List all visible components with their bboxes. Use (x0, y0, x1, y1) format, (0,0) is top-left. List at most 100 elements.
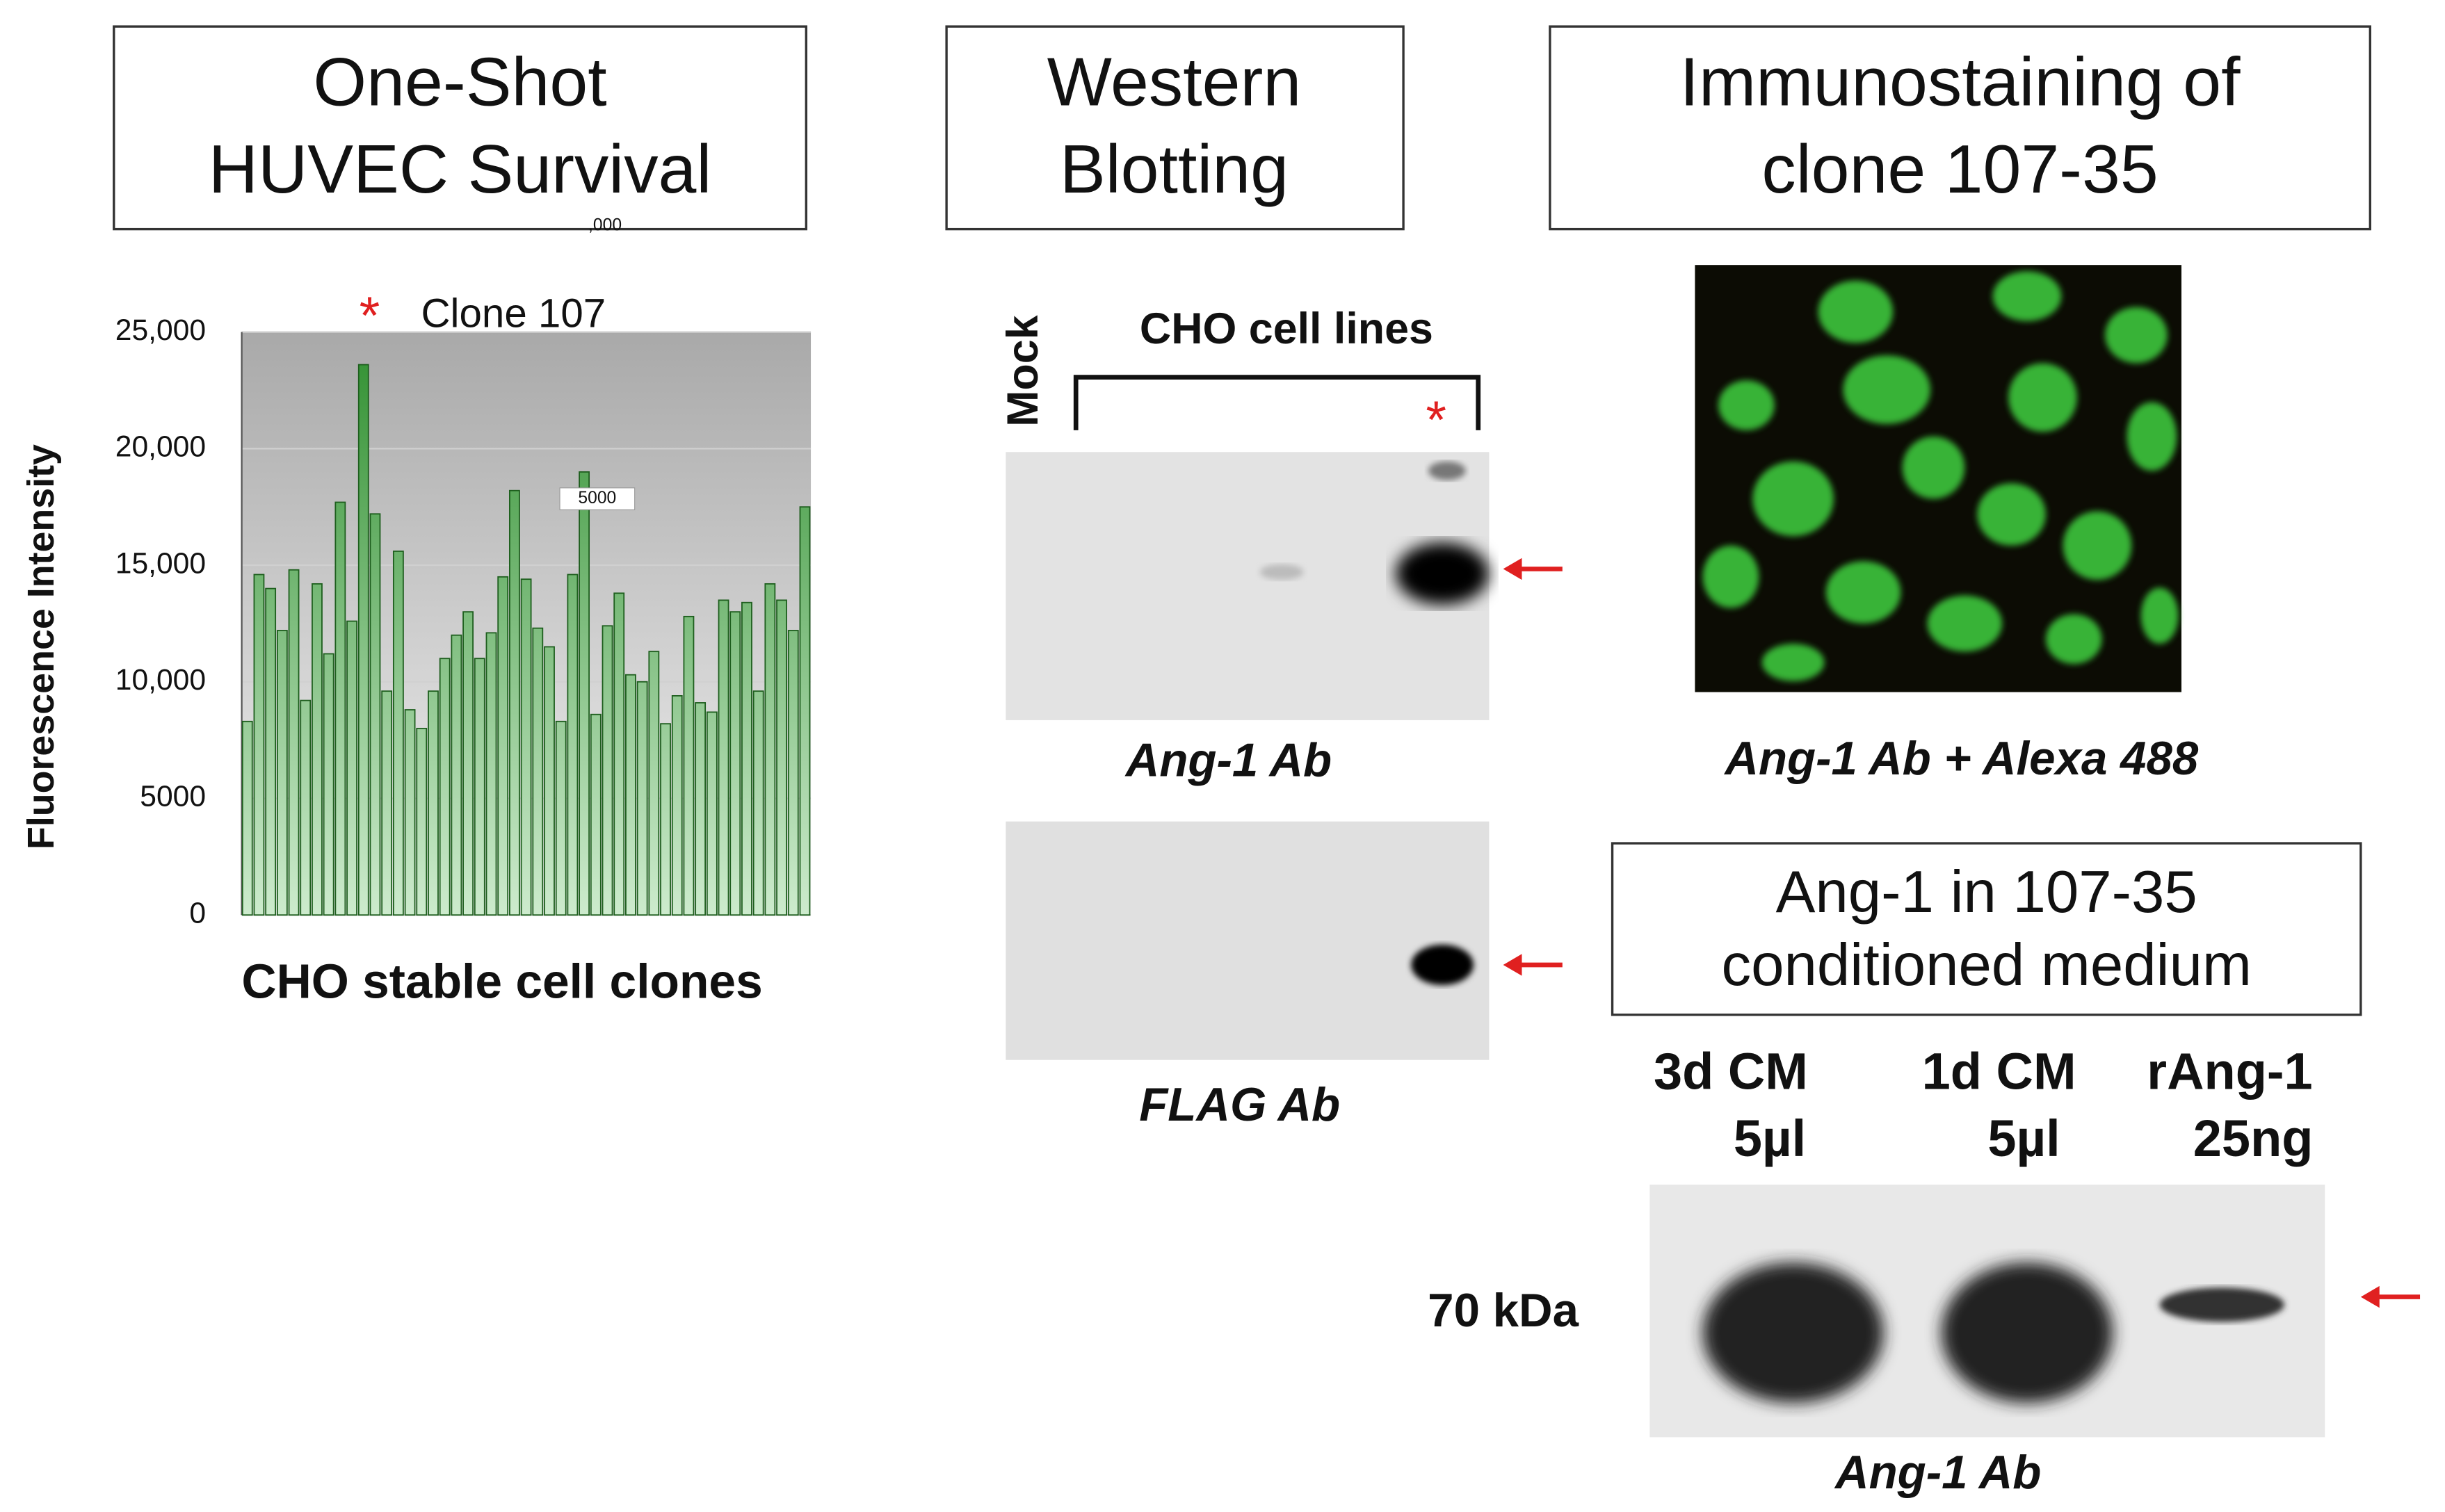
annotation-symbol: * (360, 286, 380, 346)
chart-title: One-Shot (313, 44, 606, 120)
bar (253, 574, 265, 916)
bar (357, 364, 369, 916)
lane-label: 5µl (1734, 1109, 1806, 1167)
bar (671, 694, 683, 916)
bar (416, 727, 428, 916)
bar (381, 690, 393, 916)
caption: Ang-1 Ab + Alexa 488 (1723, 733, 2198, 785)
stray-label: ,000 (588, 216, 622, 235)
bar (404, 709, 416, 916)
bar (312, 583, 323, 916)
panel-title: Ang-1 in 107-35 (1776, 859, 2197, 925)
bar (497, 576, 509, 916)
bar (300, 699, 312, 916)
bar (706, 711, 718, 916)
bar (508, 489, 520, 916)
title-box (1549, 25, 2371, 231)
y-tick-label: 0 (189, 896, 206, 929)
bar (625, 674, 636, 916)
caption: Ang-1 Ab (1834, 1447, 2041, 1499)
bar (392, 551, 404, 916)
bar (555, 720, 567, 916)
panel-title: Immunostaining of (1680, 44, 2241, 120)
lane-label: Mock (999, 315, 1047, 427)
y-axis-label: Fluorescence Intensity (20, 444, 62, 850)
bar (567, 574, 579, 916)
title-box (113, 25, 807, 231)
chart-title: HUVEC Survival (209, 131, 712, 207)
caption: FLAG Ab (1139, 1079, 1340, 1131)
band (1395, 542, 1490, 605)
annotation: Clone 107 (421, 291, 606, 336)
bar (439, 658, 451, 916)
bar (799, 506, 811, 916)
bar (683, 615, 695, 916)
bar (485, 632, 497, 916)
bar (369, 513, 381, 916)
bar (265, 587, 277, 916)
lane-label: rAng-1 (2147, 1043, 2312, 1100)
bar (636, 681, 648, 916)
y-tick-label: 20,000 (115, 430, 206, 464)
arrow-head (1503, 558, 1522, 580)
cells (1702, 271, 2179, 681)
lane-label: 3d CM (1654, 1043, 1808, 1100)
stray-label: 5000 (578, 489, 616, 507)
panel-title: clone 107-35 (1761, 131, 2158, 207)
lane-label: 25ng (2193, 1109, 2314, 1167)
bar (334, 501, 346, 916)
bar (474, 658, 485, 916)
blot (1006, 821, 1490, 1060)
size-marker: 70 kDa (1428, 1285, 1579, 1337)
bar (602, 625, 613, 916)
bar (764, 583, 776, 916)
bar (776, 599, 787, 916)
band (1428, 461, 1466, 480)
band (1941, 1262, 2113, 1404)
bar (532, 627, 544, 916)
bar (241, 720, 253, 916)
panel-title: conditioned medium (1722, 932, 2252, 998)
bar (346, 620, 357, 916)
band (2159, 1287, 2284, 1322)
panel-title: Blotting (1060, 131, 1289, 207)
bar (741, 601, 752, 916)
bar (579, 471, 590, 916)
lane-label: 5µl (1987, 1109, 2060, 1167)
x-axis-label: CHO stable cell clones (241, 954, 762, 1008)
band (1411, 944, 1474, 986)
bar (323, 653, 334, 916)
y-tick-label: 5000 (140, 780, 206, 813)
plot: 0 5000 10,000 15,000 20,000 25,000 (115, 314, 812, 929)
bar (718, 599, 729, 916)
lane-label: 1d CM (1922, 1043, 2076, 1100)
lane-group-label: CHO cell lines (1140, 304, 1433, 353)
arrow-head (1503, 954, 1522, 976)
bar (544, 646, 555, 916)
bar (276, 630, 288, 916)
bracket (1073, 375, 1481, 430)
bar (451, 634, 462, 916)
y-tick-label: 25,000 (115, 314, 206, 347)
caption: Ang-1 Ab (1124, 734, 1332, 786)
bar (660, 723, 671, 916)
bar (520, 578, 532, 916)
bar (590, 713, 602, 916)
y-tick-label: 15,000 (115, 546, 206, 580)
title-box (945, 25, 1405, 231)
bar (752, 690, 764, 916)
marker: * (1426, 391, 1446, 450)
bar (648, 651, 660, 916)
band (1259, 564, 1304, 580)
band (1702, 1262, 1884, 1404)
bar (787, 630, 799, 916)
bar (695, 702, 707, 916)
bar (729, 611, 741, 916)
arrow-head (2360, 1285, 2380, 1308)
panel-title: Western (1047, 44, 1301, 120)
bar (613, 592, 625, 916)
title-box (1611, 842, 2362, 1016)
bar (462, 611, 474, 916)
bar (428, 690, 439, 916)
